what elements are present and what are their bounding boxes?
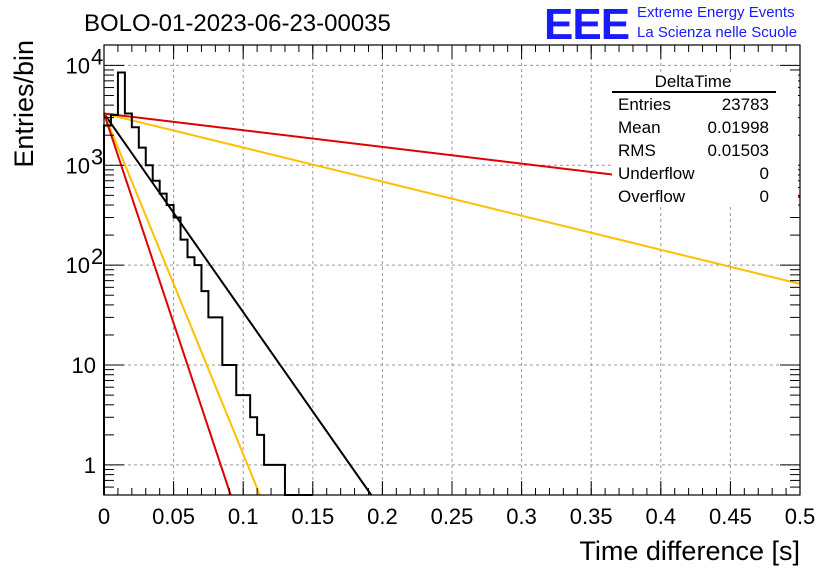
y-tick-label: 1 — [84, 453, 96, 478]
logo-mark: EEE — [544, 0, 630, 49]
x-tick-label: 0.25 — [431, 504, 474, 529]
stats-box: DeltaTime Entries 23783 Mean 0.01998 RMS… — [612, 72, 798, 206]
x-tick-label: 0.45 — [709, 504, 752, 529]
y-axis-label: Entries/bin — [9, 40, 39, 168]
histogram-layer — [103, 71, 313, 496]
stats-title: DeltaTime — [655, 72, 732, 91]
stats-value-underflow: 0 — [760, 164, 769, 183]
fit-curve — [103, 113, 232, 496]
stats-value-rms: 0.01503 — [708, 141, 769, 160]
y-tick-label: 10 — [72, 353, 96, 378]
x-tick-label: 0.2 — [367, 504, 398, 529]
axis-ticks — [103, 45, 801, 496]
stats-label-entries: Entries — [618, 95, 671, 114]
y-tick-label: 10 — [66, 253, 90, 278]
fit-curve — [103, 112, 801, 285]
x-tick-label: 0.5 — [785, 504, 816, 529]
stats-label-overflow: Overflow — [618, 187, 686, 206]
logo-line1: Extreme Energy Events — [637, 4, 795, 21]
histogram-outline — [103, 71, 313, 496]
x-tick-label: 0.1 — [228, 504, 259, 529]
logo-line2: La Scienza nelle Scuole — [637, 24, 798, 41]
y-tick-exponent: 2 — [91, 244, 103, 269]
x-tick-label: 0.05 — [152, 504, 195, 529]
stats-label-mean: Mean — [618, 118, 661, 137]
x-tick-label: 0.15 — [291, 504, 334, 529]
fit-curve — [103, 112, 373, 496]
fit-curve — [103, 113, 261, 496]
y-tick-label: 10 — [66, 153, 90, 178]
x-axis-label: Time difference [s] — [579, 536, 800, 566]
x-tick-labels: 0 0.05 0.1 0.15 0.2 0.25 0.3 0.35 0.4 0.45 0.5 — [98, 504, 815, 529]
chart-title: BOLO-01-2023-06-23-00035 — [84, 10, 391, 37]
y-tick-exponent: 3 — [91, 144, 103, 169]
x-tick-label: 0.4 — [646, 504, 677, 529]
x-tick-label: 0 — [98, 504, 110, 529]
y-tick-label: 10 — [66, 53, 90, 78]
stats-label-underflow: Underflow — [618, 164, 695, 183]
y-tick-exponent: 4 — [91, 44, 103, 69]
stats-value-overflow: 0 — [760, 187, 769, 206]
stats-label-rms: RMS — [618, 141, 656, 160]
stats-value-mean: 0.01998 — [708, 118, 769, 137]
stats-value-entries: 23783 — [722, 95, 769, 114]
x-tick-label: 0.3 — [506, 504, 537, 529]
x-tick-label: 0.35 — [570, 504, 613, 529]
